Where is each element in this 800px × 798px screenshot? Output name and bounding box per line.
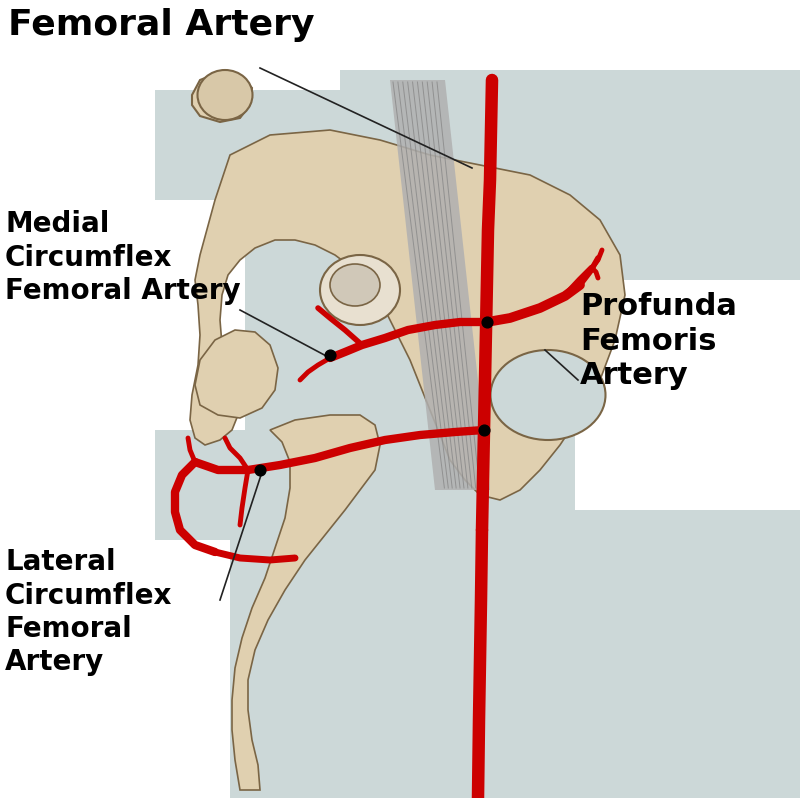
Point xyxy=(481,316,494,329)
Bar xyxy=(0,200,245,430)
Point xyxy=(478,424,490,437)
Polygon shape xyxy=(390,80,490,490)
Text: Profunda
Femoris
Artery: Profunda Femoris Artery xyxy=(580,292,737,390)
Text: Medial
Circumflex
Femoral Artery: Medial Circumflex Femoral Artery xyxy=(5,210,241,305)
Polygon shape xyxy=(190,130,625,500)
Ellipse shape xyxy=(490,350,606,440)
Bar xyxy=(0,540,230,798)
Point xyxy=(254,464,266,476)
Ellipse shape xyxy=(320,255,400,325)
Point xyxy=(323,349,337,361)
Bar xyxy=(575,280,800,510)
Ellipse shape xyxy=(198,70,253,120)
Bar xyxy=(155,70,800,430)
Polygon shape xyxy=(195,330,278,418)
Text: Femoral Artery: Femoral Artery xyxy=(8,8,314,42)
Bar xyxy=(155,430,800,798)
Text: Lateral
Circumflex
Femoral
Artery: Lateral Circumflex Femoral Artery xyxy=(5,548,172,677)
Bar xyxy=(0,0,340,90)
Ellipse shape xyxy=(330,264,380,306)
Polygon shape xyxy=(192,72,252,122)
Polygon shape xyxy=(232,415,380,790)
